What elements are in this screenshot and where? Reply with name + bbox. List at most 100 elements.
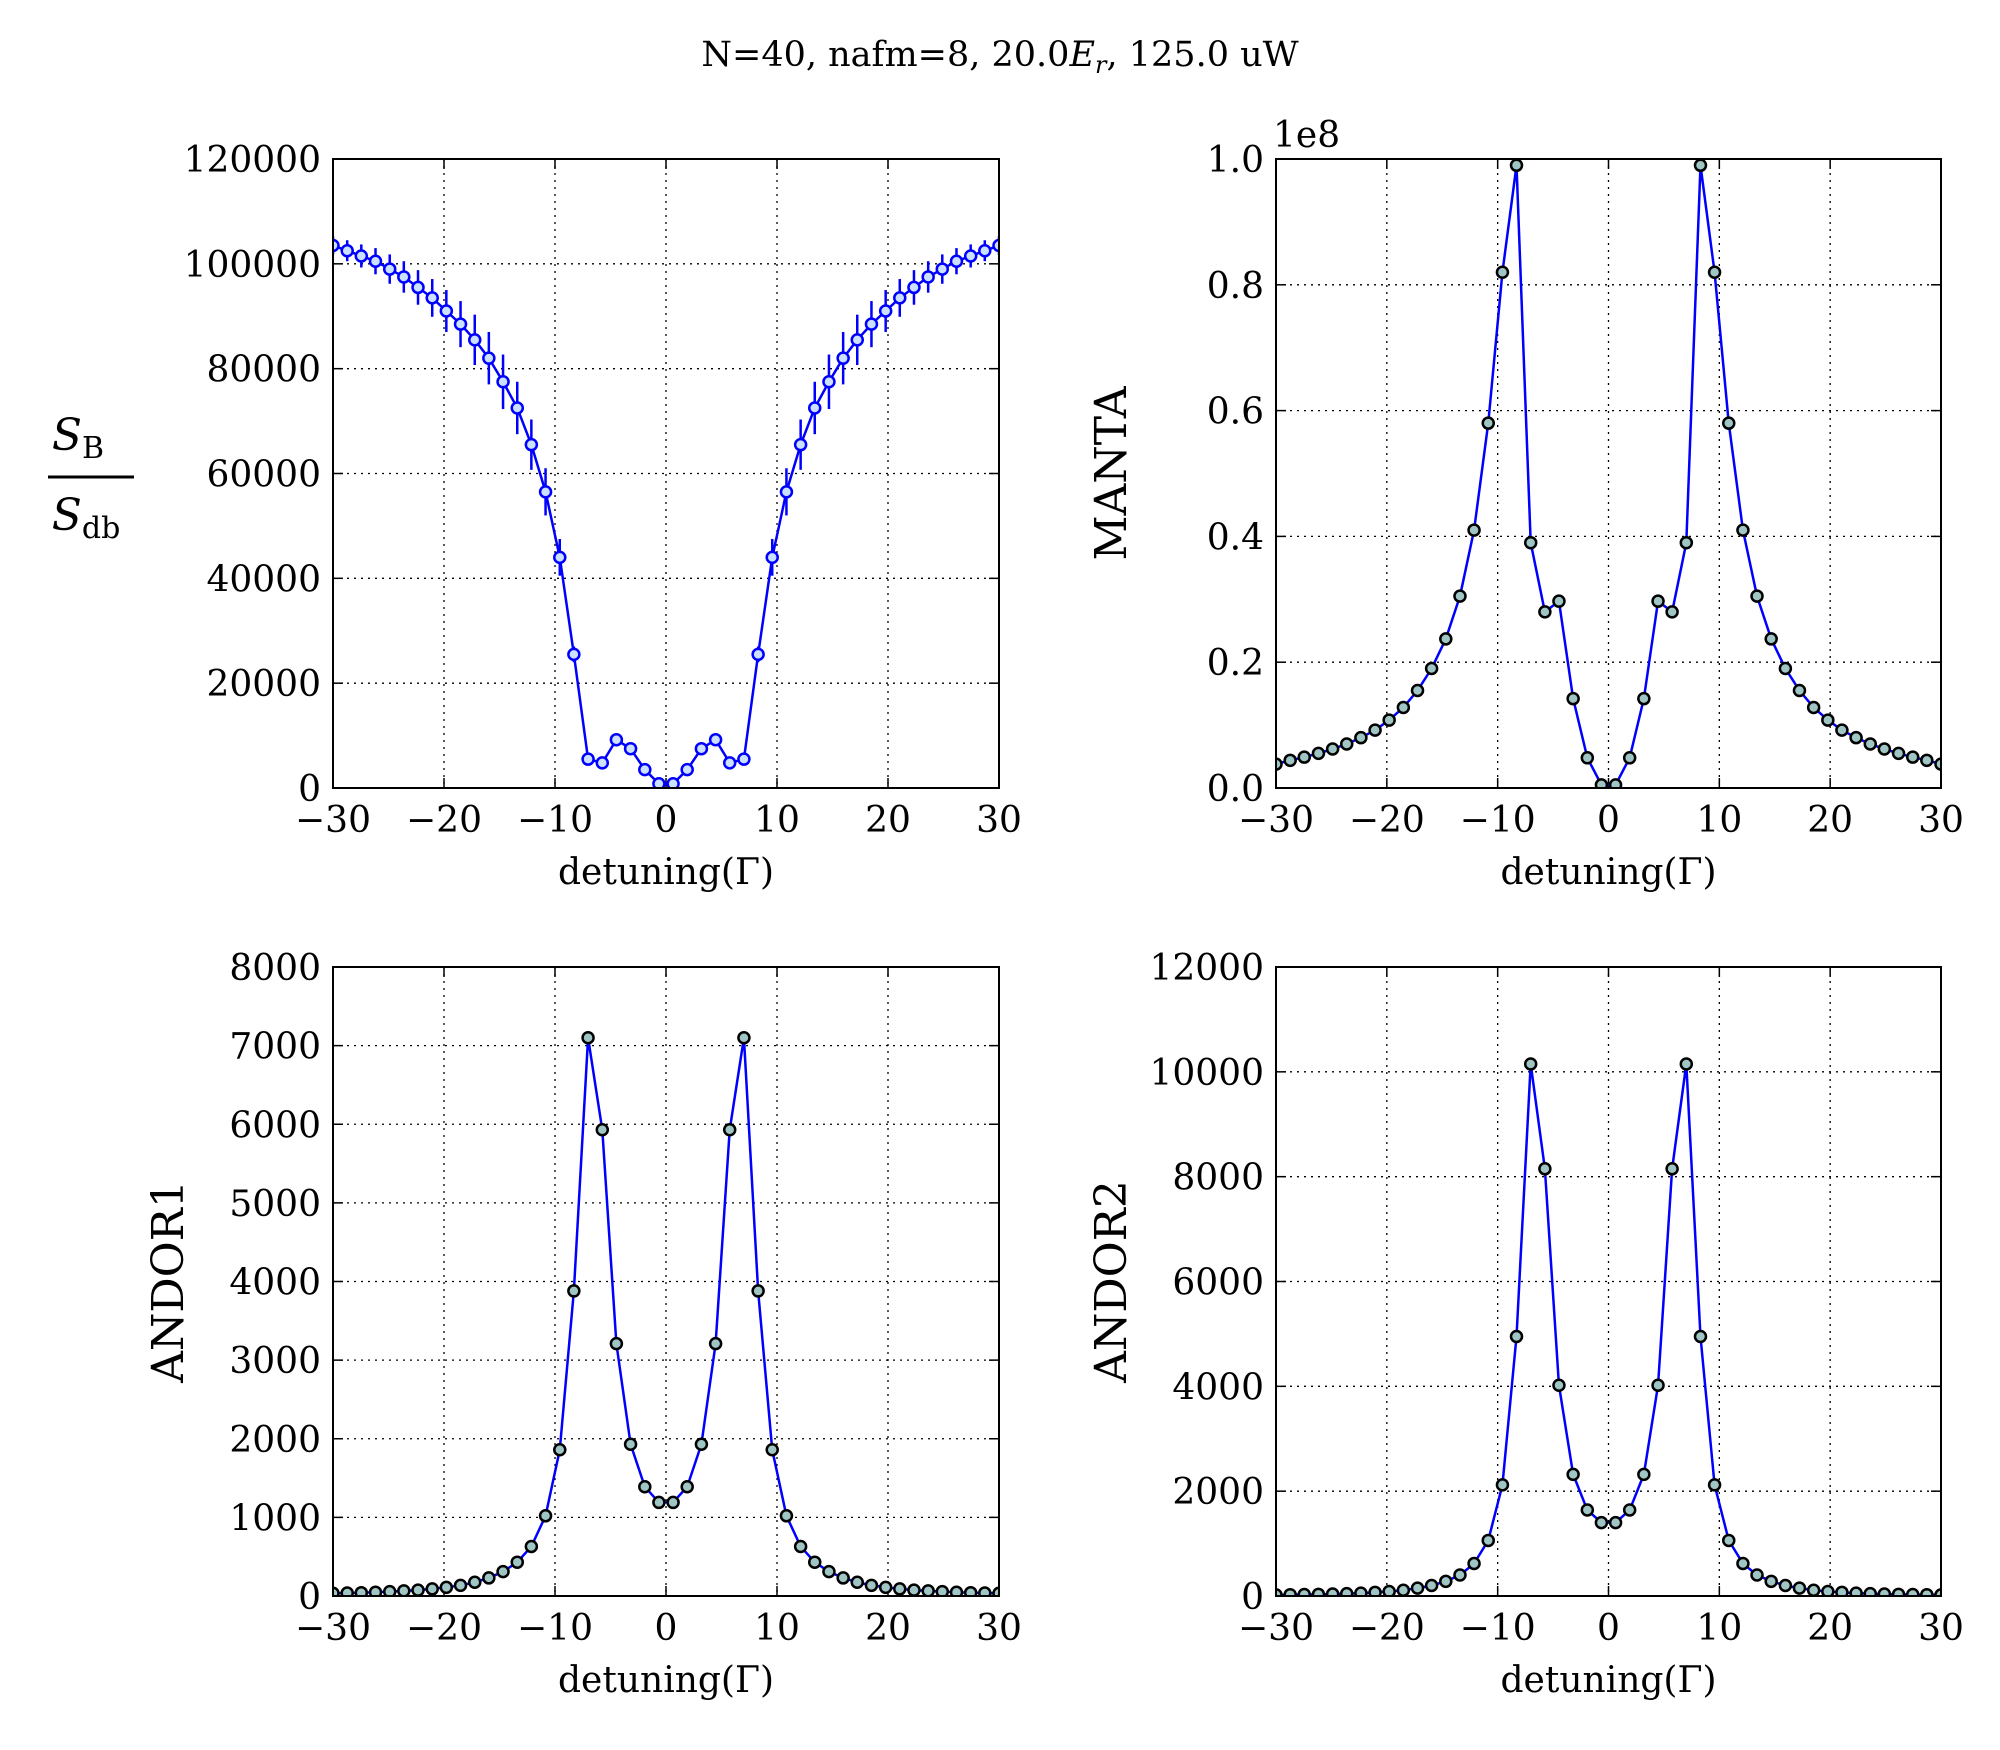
- data-point: [368, 254, 383, 268]
- y-axis-label: ANDOR1: [143, 1180, 194, 1384]
- data-point: [921, 1584, 935, 1596]
- data-point: [850, 1575, 865, 1589]
- data-point: [1276, 1588, 1283, 1596]
- data-point: [1736, 1556, 1750, 1571]
- y-tick-label: 0.0: [1207, 769, 1264, 810]
- x-tick-label: 10: [1696, 1608, 1742, 1649]
- x-axis-label: detuning(Γ): [1501, 1660, 1717, 1701]
- data-point: [1891, 746, 1906, 761]
- data-point: [850, 333, 865, 347]
- data-point: [751, 1284, 765, 1298]
- data-point: [1439, 1574, 1453, 1589]
- ylabel-denominator: Sdb: [52, 490, 121, 546]
- y-tick-label: 0.2: [1207, 643, 1264, 684]
- plot-area: [333, 1031, 999, 1596]
- x-tick-label: −30: [1238, 1608, 1314, 1649]
- data-point: [793, 437, 808, 452]
- data-point: [1439, 632, 1453, 646]
- x-axis-label: detuning(Γ): [558, 1660, 774, 1701]
- data-point: [779, 1509, 794, 1523]
- axes-frame: [332, 158, 1000, 789]
- data-point: [1806, 700, 1821, 715]
- data-point: [411, 280, 425, 295]
- data-point: [524, 1539, 539, 1554]
- data-point: [1283, 1587, 1297, 1596]
- x-tick-label: 30: [976, 1608, 1022, 1649]
- x-tick-label: −20: [406, 800, 482, 841]
- data-point: [949, 1585, 964, 1596]
- data-point: [1552, 594, 1566, 608]
- data-point: [893, 291, 907, 305]
- y-tick-label: 1000: [229, 1498, 321, 1539]
- y-tick-label: 8000: [1172, 1158, 1264, 1199]
- data-point: [1354, 1586, 1368, 1596]
- data-point: [595, 1123, 610, 1137]
- data-point: [949, 254, 964, 268]
- data-point: [1467, 1556, 1481, 1571]
- data-point: [1722, 1533, 1736, 1548]
- y-tick-label: 1.0: [1207, 140, 1264, 181]
- data-point: [538, 1509, 553, 1523]
- data-point: [496, 1564, 510, 1579]
- data-point: [864, 1578, 879, 1593]
- data-point: [333, 238, 340, 253]
- data-point: [708, 733, 723, 747]
- data-point: [1538, 1162, 1552, 1176]
- data-point: [1495, 1478, 1510, 1492]
- data-point: [1410, 1581, 1425, 1595]
- x-tick-label: 20: [865, 800, 911, 841]
- title-part: N=40, nafm=8, 20.0: [701, 35, 1069, 75]
- data-point: [1622, 751, 1637, 765]
- x-tick-label: 0: [655, 800, 678, 841]
- data-point: [1792, 683, 1807, 698]
- data-point: [1665, 1162, 1679, 1176]
- data-point: [1905, 1587, 1920, 1596]
- title-part: E: [1068, 35, 1095, 75]
- data-point: [1608, 1515, 1623, 1530]
- x-tick-label: −20: [1349, 800, 1425, 841]
- data-point: [1382, 713, 1396, 727]
- data-point: [978, 243, 992, 258]
- data-point: [978, 1586, 992, 1596]
- data-point: [1594, 778, 1609, 788]
- data-point: [1637, 691, 1651, 706]
- data-point: [1920, 1587, 1934, 1596]
- data-point: [652, 777, 666, 788]
- data-point: [482, 1571, 496, 1585]
- data-point: [354, 249, 369, 263]
- x-axis-label: detuning(Γ): [558, 852, 774, 893]
- data-point: [623, 1437, 638, 1452]
- data-point: [907, 280, 921, 295]
- x-tick-label: 0: [655, 1608, 678, 1649]
- y-axis-label: ANDOR2: [1086, 1180, 1137, 1384]
- data-point: [893, 1582, 907, 1596]
- data-point: [1778, 661, 1793, 676]
- data-point: [496, 375, 510, 389]
- data-point: [1339, 1586, 1354, 1596]
- data-point: [567, 1284, 581, 1298]
- data-point: [1283, 753, 1297, 768]
- data-point: [1792, 1581, 1807, 1595]
- data-point: [482, 351, 496, 365]
- data-point: [382, 1584, 397, 1596]
- data-point: [1849, 730, 1863, 745]
- x-tick-label: −20: [406, 1608, 482, 1649]
- data-point: [1453, 589, 1467, 603]
- data-point: [1566, 691, 1580, 706]
- y-tick-label: 0.4: [1207, 517, 1264, 558]
- data-point: [1453, 1568, 1467, 1582]
- data-point: [1877, 1587, 1892, 1596]
- ylabel-numerator: SB: [52, 410, 104, 466]
- data-point: [1679, 535, 1694, 550]
- axes-frame: [1275, 966, 1942, 1597]
- data-point: [1339, 737, 1354, 751]
- data-point: [652, 1495, 666, 1510]
- ylabel-part: S: [52, 410, 82, 461]
- data-point: [1920, 753, 1934, 768]
- data-point: [779, 485, 794, 499]
- y-tick-label: 6000: [229, 1105, 321, 1146]
- data-point: [807, 1555, 822, 1569]
- x-tick-label: −10: [1460, 800, 1536, 841]
- data-point: [382, 262, 397, 276]
